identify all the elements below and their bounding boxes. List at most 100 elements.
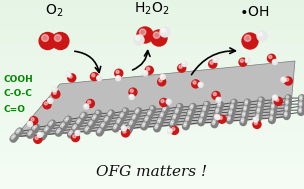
- Circle shape: [147, 67, 150, 70]
- Circle shape: [226, 117, 233, 124]
- Circle shape: [130, 89, 133, 92]
- Circle shape: [254, 118, 256, 120]
- Circle shape: [43, 128, 50, 134]
- Circle shape: [90, 121, 92, 123]
- Circle shape: [282, 78, 284, 80]
- Circle shape: [39, 134, 45, 140]
- Circle shape: [144, 118, 150, 124]
- Circle shape: [230, 103, 236, 110]
- Circle shape: [285, 95, 292, 101]
- Circle shape: [218, 115, 226, 123]
- Circle shape: [299, 95, 304, 101]
- Circle shape: [49, 123, 51, 125]
- Circle shape: [104, 119, 107, 121]
- Circle shape: [86, 126, 89, 129]
- Circle shape: [255, 113, 262, 119]
- Circle shape: [113, 124, 120, 130]
- Circle shape: [45, 126, 51, 132]
- Circle shape: [178, 64, 186, 72]
- Circle shape: [131, 116, 138, 122]
- Circle shape: [273, 96, 275, 98]
- Circle shape: [123, 130, 126, 133]
- Circle shape: [218, 102, 220, 105]
- Circle shape: [73, 127, 75, 129]
- Circle shape: [135, 111, 138, 113]
- Circle shape: [149, 106, 156, 112]
- Circle shape: [230, 106, 233, 109]
- Circle shape: [150, 107, 153, 109]
- Circle shape: [185, 115, 192, 122]
- Circle shape: [245, 58, 250, 63]
- Circle shape: [157, 118, 164, 124]
- Circle shape: [228, 116, 230, 119]
- Circle shape: [140, 29, 146, 35]
- Circle shape: [123, 109, 126, 111]
- Circle shape: [69, 75, 72, 78]
- Circle shape: [203, 108, 205, 111]
- Circle shape: [212, 122, 215, 125]
- Circle shape: [215, 114, 217, 117]
- Circle shape: [48, 98, 53, 103]
- Circle shape: [92, 74, 95, 77]
- Circle shape: [161, 99, 164, 103]
- Circle shape: [189, 105, 195, 112]
- Circle shape: [89, 120, 95, 126]
- Circle shape: [135, 108, 142, 114]
- Circle shape: [188, 109, 194, 116]
- Circle shape: [116, 76, 121, 81]
- Circle shape: [182, 61, 187, 67]
- Circle shape: [160, 114, 163, 117]
- Circle shape: [39, 33, 56, 50]
- Circle shape: [214, 58, 216, 60]
- Circle shape: [143, 71, 146, 73]
- Circle shape: [162, 108, 168, 114]
- Circle shape: [52, 90, 60, 98]
- Circle shape: [285, 99, 291, 105]
- Circle shape: [187, 112, 193, 118]
- Circle shape: [216, 103, 223, 110]
- Circle shape: [284, 111, 290, 117]
- Circle shape: [271, 97, 278, 103]
- Circle shape: [215, 115, 220, 120]
- Circle shape: [157, 119, 163, 126]
- Circle shape: [170, 122, 173, 125]
- Circle shape: [167, 129, 172, 134]
- Circle shape: [96, 111, 98, 114]
- Circle shape: [66, 117, 69, 120]
- Circle shape: [285, 106, 288, 108]
- Circle shape: [160, 27, 170, 37]
- Circle shape: [116, 70, 119, 74]
- Circle shape: [285, 101, 291, 107]
- Circle shape: [15, 130, 22, 136]
- Circle shape: [88, 122, 94, 128]
- Text: H$_2$O$_2$: H$_2$O$_2$: [134, 1, 170, 17]
- Circle shape: [29, 131, 32, 133]
- Circle shape: [161, 28, 165, 32]
- Circle shape: [229, 110, 232, 113]
- Circle shape: [163, 108, 165, 111]
- Circle shape: [105, 116, 111, 122]
- Circle shape: [213, 120, 215, 123]
- Circle shape: [200, 111, 207, 118]
- Circle shape: [198, 82, 203, 87]
- Circle shape: [136, 36, 140, 40]
- Circle shape: [275, 98, 279, 101]
- Circle shape: [172, 127, 175, 131]
- Circle shape: [183, 62, 185, 64]
- Circle shape: [184, 124, 186, 127]
- Circle shape: [117, 121, 119, 123]
- Circle shape: [157, 120, 160, 123]
- Circle shape: [242, 111, 248, 118]
- Circle shape: [214, 116, 216, 119]
- Circle shape: [240, 119, 247, 125]
- Circle shape: [176, 108, 178, 111]
- Circle shape: [85, 126, 92, 132]
- Circle shape: [28, 122, 30, 124]
- Circle shape: [216, 115, 218, 117]
- Circle shape: [92, 117, 95, 119]
- Circle shape: [84, 104, 89, 109]
- Circle shape: [132, 117, 135, 119]
- Circle shape: [268, 54, 275, 62]
- Circle shape: [147, 112, 150, 115]
- Circle shape: [134, 35, 144, 45]
